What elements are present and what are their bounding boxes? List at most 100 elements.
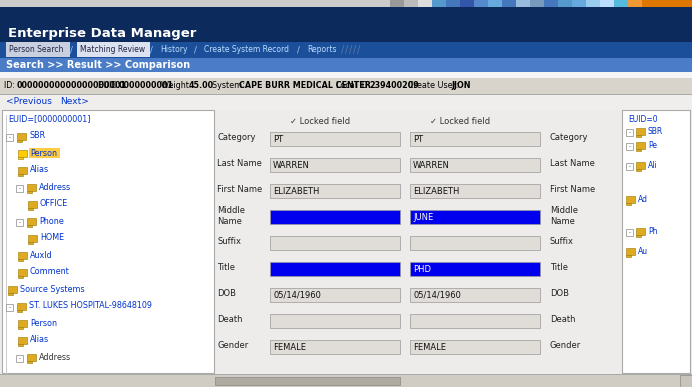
Bar	[626, 163, 633, 170]
Text: Gender: Gender	[550, 341, 581, 351]
Text: Matching Review: Matching Review	[80, 46, 145, 55]
Bar	[77, 42, 150, 57]
Text: Person: Person	[30, 319, 57, 327]
Bar	[18, 276, 23, 278]
Bar	[0, 374, 692, 375]
Text: PT: PT	[273, 135, 283, 144]
Text: Address: Address	[39, 183, 71, 192]
Text: Alias: Alias	[30, 166, 49, 175]
Text: AuxId: AuxId	[30, 250, 53, 260]
Text: Ali: Ali	[648, 161, 658, 170]
Bar	[0, 375, 692, 387]
Bar	[636, 162, 645, 169]
Text: ✓ Locked field: ✓ Locked field	[290, 118, 350, 127]
Text: ELIZABETH: ELIZABETH	[413, 187, 459, 195]
Bar	[474, 0, 488, 7]
Bar	[530, 0, 544, 7]
Text: /: /	[297, 46, 300, 55]
Bar	[16, 219, 23, 226]
Text: ✓ Locked field: ✓ Locked field	[430, 118, 490, 127]
Bar	[28, 201, 37, 208]
Bar	[18, 157, 23, 159]
Bar	[18, 259, 23, 261]
Bar	[270, 262, 400, 276]
Bar	[0, 78, 692, 94]
Bar	[18, 150, 27, 157]
Bar	[270, 210, 400, 224]
Text: Au: Au	[638, 247, 648, 255]
Bar	[18, 252, 27, 259]
Text: SBR: SBR	[648, 127, 663, 135]
Bar	[488, 0, 502, 7]
Bar	[8, 293, 12, 295]
Bar	[270, 132, 400, 146]
Text: /: /	[341, 45, 344, 55]
Text: Title: Title	[217, 264, 235, 272]
Bar	[270, 314, 400, 328]
Bar	[626, 143, 633, 150]
Bar	[27, 361, 32, 363]
Bar	[614, 0, 628, 7]
Bar	[215, 377, 400, 385]
Bar	[18, 167, 27, 174]
Text: /: /	[70, 46, 73, 55]
Text: Category: Category	[217, 134, 255, 142]
Text: Person Search: Person Search	[9, 46, 64, 55]
Bar	[636, 228, 645, 235]
Text: Pe: Pe	[648, 140, 657, 149]
Text: /: /	[150, 46, 153, 55]
Bar	[626, 129, 633, 136]
Text: Death: Death	[550, 315, 576, 325]
Bar	[636, 149, 641, 151]
Bar	[2, 110, 214, 373]
Text: Last Name: Last Name	[217, 159, 262, 168]
Text: -: -	[19, 356, 21, 361]
Bar	[6, 304, 13, 311]
Bar	[410, 158, 540, 172]
Text: First Name: First Name	[550, 185, 595, 195]
Text: Search >> Result >> Comparison: Search >> Result >> Comparison	[6, 60, 190, 70]
Text: /: /	[353, 45, 356, 55]
Text: /: /	[345, 45, 348, 55]
Bar	[27, 184, 36, 191]
Bar	[27, 191, 32, 193]
Bar	[18, 344, 23, 346]
Text: Create System Record: Create System Record	[204, 46, 289, 55]
Text: System:: System:	[208, 82, 248, 91]
Bar	[404, 0, 418, 7]
Bar	[270, 288, 400, 302]
Bar	[626, 229, 633, 236]
Bar	[0, 0, 692, 7]
Bar	[390, 0, 404, 7]
Text: Title: Title	[550, 264, 568, 272]
Bar	[626, 203, 630, 205]
Text: SBR: SBR	[29, 132, 45, 140]
Bar	[0, 58, 692, 72]
Bar	[410, 210, 540, 224]
Bar	[270, 158, 400, 172]
Bar	[27, 225, 32, 227]
Bar	[410, 236, 540, 250]
Text: 239400209: 239400209	[369, 82, 419, 91]
Text: Person: Person	[30, 149, 57, 158]
Text: HOME: HOME	[40, 233, 64, 243]
Bar	[628, 0, 642, 7]
Bar	[0, 72, 692, 78]
Text: DOB: DOB	[217, 289, 236, 298]
Bar	[17, 140, 21, 142]
Bar	[626, 248, 635, 255]
Text: -: -	[8, 305, 10, 310]
Bar	[29, 148, 60, 158]
Bar	[18, 269, 27, 276]
Text: FEMALE: FEMALE	[413, 342, 446, 351]
Text: 05/14/1960: 05/14/1960	[413, 291, 461, 300]
Text: EUID=[0000000001]: EUID=[0000000001]	[8, 115, 91, 123]
Bar	[18, 327, 23, 329]
Text: PHD: PHD	[413, 264, 431, 274]
Bar	[18, 174, 23, 176]
Text: 00000000000000000001: 00000000000000000001	[17, 82, 127, 91]
Bar	[270, 184, 400, 198]
Text: ELIZABETH: ELIZABETH	[273, 187, 320, 195]
Bar	[432, 0, 446, 7]
Bar	[460, 0, 474, 7]
